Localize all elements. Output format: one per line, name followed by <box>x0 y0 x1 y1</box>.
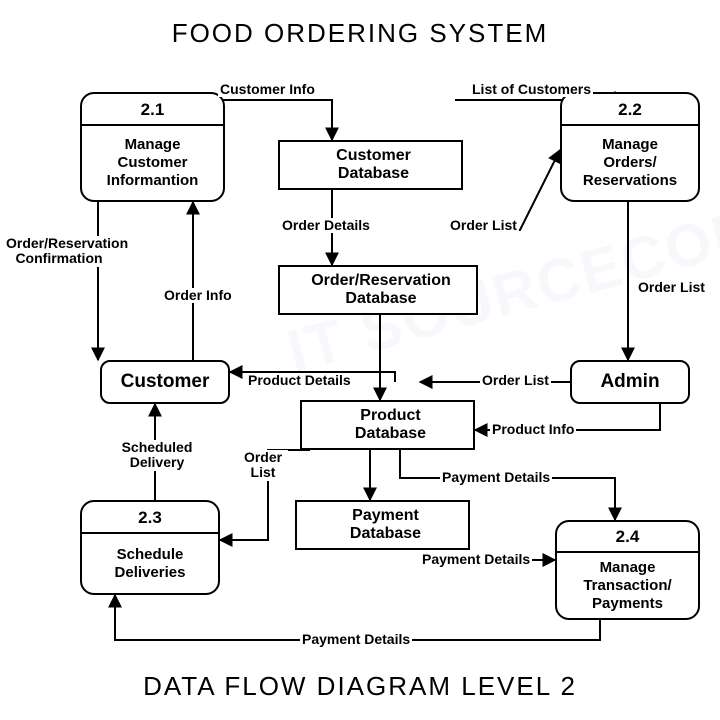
diagram-title-bottom: DATA FLOW DIAGRAM LEVEL 2 <box>0 671 720 702</box>
process-2-1: 2.1 ManageCustomerInformantion <box>80 92 225 202</box>
edge-label-order-list-2: Order List <box>636 280 707 295</box>
edge-label-payment-details-3: Payment Details <box>300 632 412 647</box>
process-2-2-num: 2.2 <box>562 94 698 126</box>
edge-label-product-details: Product Details <box>246 373 353 388</box>
entity-admin: Admin <box>570 360 690 404</box>
edge-label-order-list-4: OrderList <box>238 450 288 481</box>
datastore-product: ProductDatabase <box>300 400 475 450</box>
diagram-title-top: FOOD ORDERING SYSTEM <box>0 18 720 49</box>
edge-label-payment-details-2: Payment Details <box>420 552 532 567</box>
process-2-3-label: ScheduleDeliveries <box>82 534 218 593</box>
entity-customer: Customer <box>100 360 230 404</box>
process-2-4-num: 2.4 <box>557 521 698 553</box>
process-2-2: 2.2 ManageOrders/Reservations <box>560 92 700 202</box>
process-2-3: 2.3 ScheduleDeliveries <box>80 500 220 595</box>
datastore-customer: CustomerDatabase <box>278 140 463 190</box>
edge-label-product-info: Product Info <box>490 422 576 437</box>
process-2-4: 2.4 ManageTransaction/Payments <box>555 520 700 620</box>
edge-label-order-info: Order Info <box>162 288 234 303</box>
edge-label-payment-details-1: Payment Details <box>440 470 552 485</box>
process-2-1-num: 2.1 <box>82 94 223 126</box>
edge-label-order-list-1: Order List <box>448 218 519 233</box>
process-2-1-label: ManageCustomerInformantion <box>82 126 223 200</box>
edge-label-customer-info: Customer Info <box>218 82 317 97</box>
process-2-4-label: ManageTransaction/Payments <box>557 553 698 619</box>
process-2-2-label: ManageOrders/Reservations <box>562 126 698 200</box>
edge-label-scheduled-delivery: ScheduledDelivery <box>112 440 202 471</box>
process-2-3-num: 2.3 <box>82 502 218 534</box>
edge-label-confirmation: Order/ReservationConfirmation <box>4 236 114 267</box>
datastore-order: Order/ReservationDatabase <box>278 265 478 315</box>
datastore-payment: PaymentDatabase <box>295 500 470 550</box>
edge-label-order-list-3: Order List <box>480 373 551 388</box>
edge-label-order-details: Order Details <box>280 218 372 233</box>
edge-label-list-customers: List of Customers <box>470 82 593 97</box>
